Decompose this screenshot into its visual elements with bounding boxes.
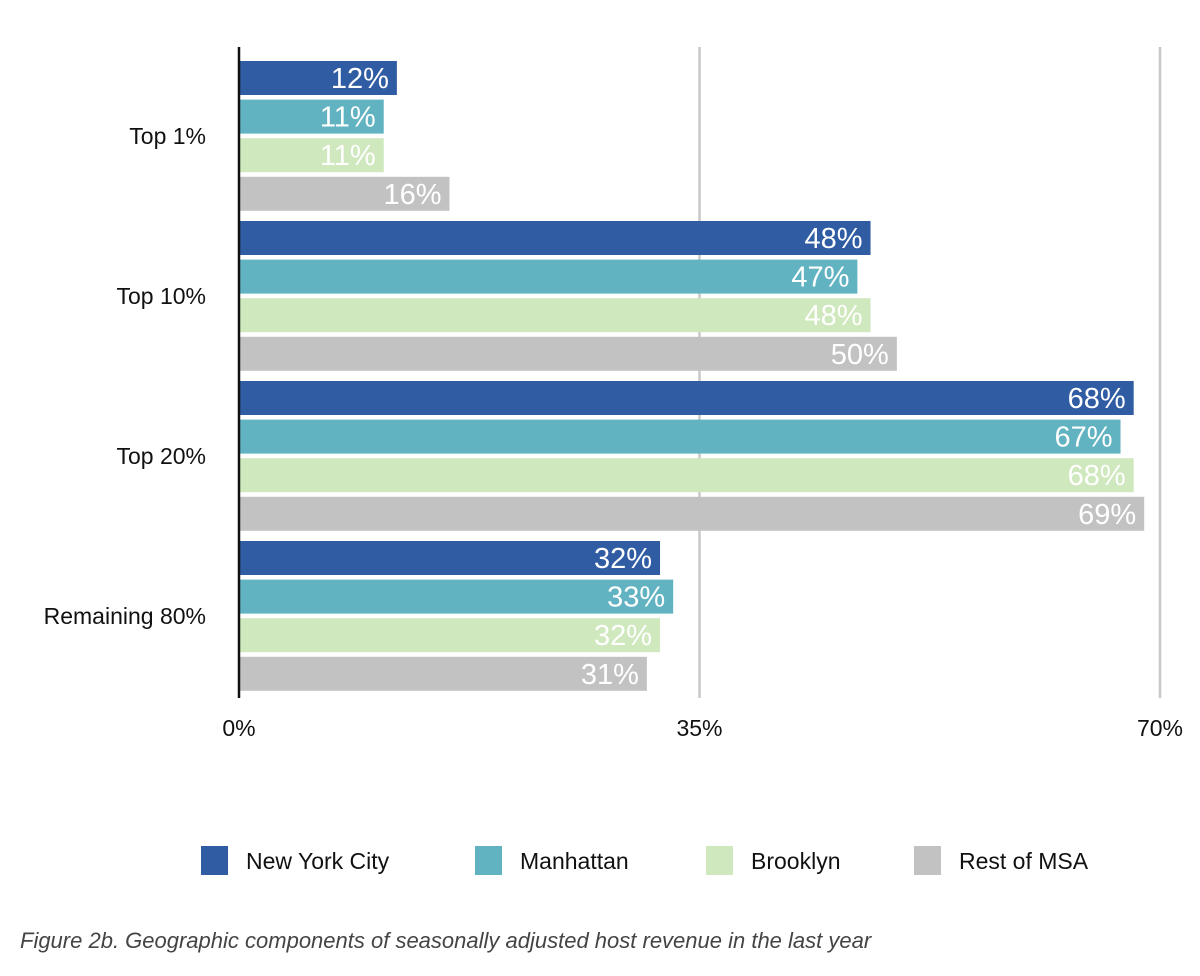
legend-label-manhattan: Manhattan (520, 848, 629, 874)
x-tick-label: 70% (1137, 715, 1183, 741)
data-label: 32% (594, 543, 652, 575)
axes: Top 1% Top 10% Top 20% Remaining 80% 0% 35% 70… (44, 47, 1183, 741)
legend-label-brooklyn: Brooklyn (751, 848, 840, 874)
legend: New York City Manhattan Brooklyn Rest of MS… (201, 846, 1089, 875)
data-label: 50% (831, 339, 889, 371)
legend-swatch-manhattan (475, 846, 502, 875)
bar-manhattan-1 (239, 259, 858, 294)
bar-rest-of-msa-1 (239, 336, 897, 371)
bar-manhattan-3 (239, 579, 674, 614)
legend-swatch-rest-of-msa (914, 846, 941, 875)
data-label: 16% (383, 179, 441, 211)
bar-rest-of-msa-0 (239, 176, 450, 211)
legend-label-rest-of-msa: Rest of MSA (959, 848, 1089, 874)
data-label: 48% (804, 300, 862, 332)
bar-brooklyn-1 (239, 298, 871, 333)
bar-manhattan-2 (239, 419, 1121, 454)
bar-brooklyn-0 (239, 138, 384, 173)
data-label: 12% (331, 63, 389, 95)
data-label: 11% (320, 102, 376, 134)
bar-brooklyn-3 (239, 618, 661, 653)
data-label: 32% (594, 620, 652, 652)
data-label: 68% (1068, 460, 1126, 492)
category-label: Top 10% (116, 283, 206, 309)
x-tick-label: 35% (676, 715, 722, 741)
bar-rest-of-msa-2 (239, 496, 1145, 531)
legend-label-new-york-city: New York City (246, 848, 390, 874)
bar-new-york-city-0 (239, 61, 397, 95)
figure-caption: Figure 2b. Geographic components of seas… (20, 928, 872, 953)
category-label: Top 20% (116, 443, 206, 469)
bar-new-york-city-3 (239, 541, 661, 575)
bar-new-york-city-1 (239, 221, 871, 255)
data-label: 31% (581, 659, 639, 691)
bar-new-york-city-2 (239, 381, 1134, 415)
legend-swatch-new-york-city (201, 846, 228, 875)
data-label: 48% (804, 223, 862, 255)
legend-swatch-brooklyn (706, 846, 733, 875)
x-tick-label: 0% (222, 715, 255, 741)
category-label: Top 1% (129, 123, 206, 149)
data-label: 33% (607, 582, 665, 614)
bar-manhattan-0 (239, 99, 384, 134)
data-label: 11% (320, 140, 376, 172)
bars: 12%11%11%16%48%47%48%50%68%67%68%69%32%3… (239, 61, 1145, 691)
category-label: Remaining 80% (44, 603, 206, 629)
data-label: 69% (1078, 499, 1136, 531)
bar-brooklyn-2 (239, 458, 1134, 493)
data-label: 67% (1054, 422, 1112, 454)
data-label: 47% (791, 262, 849, 294)
data-label: 68% (1068, 383, 1126, 415)
gridlines (698, 47, 1162, 698)
bar-rest-of-msa-3 (239, 656, 647, 691)
